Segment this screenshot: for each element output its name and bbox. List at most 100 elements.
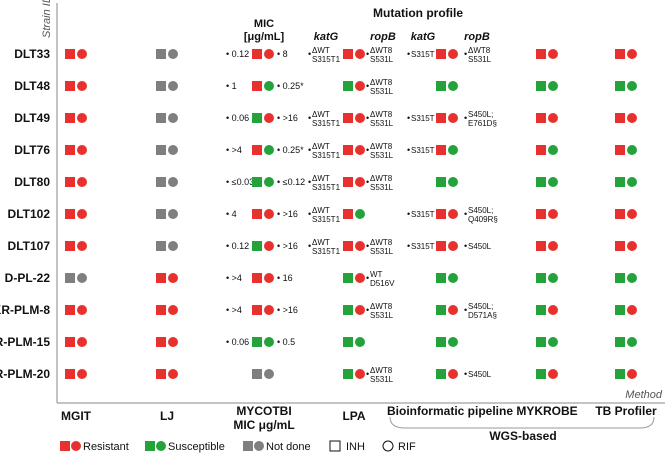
row-dlt80-mic-rif-circle — [264, 177, 274, 187]
row-dlt33-lpa-ropb-line-1: ΔWT8 — [370, 46, 393, 55]
row-dlt49-mic-inh-square — [252, 113, 262, 123]
row-dlt49-lpa-inh-square — [343, 113, 353, 123]
row-dlt107-lpa-ropb-bullet: • — [366, 241, 369, 251]
row-dlt48-mykrobe-rif-circle — [548, 81, 558, 91]
row-kr-plm-8-lj-rif-circle — [168, 305, 178, 315]
row-d-pl-22-mic-inh-value: • >4 — [226, 273, 242, 283]
row-dlt107-bio-ropb-line-1: S450L — [468, 242, 492, 251]
row-kr-plm-15-bio-rif-circle — [448, 337, 458, 347]
row-kr-plm-15-mgit-inh-square — [65, 337, 75, 347]
row-dlt49-lj-inh-square — [156, 113, 166, 123]
row-dlt107-mic-rif-circle — [264, 241, 274, 251]
row-dlt48-mic-rif-value: • 0.25* — [277, 81, 304, 91]
row-kr-plm-15-lpa-inh-square — [343, 337, 353, 347]
row-dlt107-bio-ropb-bullet: • — [464, 241, 467, 251]
row-kr-plm-15-tbprofiler-rif-circle — [627, 337, 637, 347]
row-dlt49-bio-rif-circle — [448, 113, 458, 123]
row-dlt33-mic-rif-circle — [264, 49, 274, 59]
row-kr-plm-8-mykrobe-rif-circle — [548, 305, 558, 315]
row-kr-plm-15-lj-rif-circle — [168, 337, 178, 347]
row-dlt33-mykrobe-rif-circle — [548, 49, 558, 59]
row-dlt107-mykrobe-rif-circle — [548, 241, 558, 251]
row-dlt107-lpa-katg-line-2: S315T1 — [312, 247, 341, 256]
row-dlt76-lpa-ropb-line-1: ΔWT8 — [370, 142, 393, 151]
row-dlt76-lpa-inh-square — [343, 145, 353, 155]
row-kr-plm-15-mic-rif-value: • 0.5 — [277, 337, 295, 347]
row-kr-plm-20-lpa-ropb-line-2: S531L — [370, 375, 394, 384]
row-dlt76-lpa-ropb-bullet: • — [366, 145, 369, 155]
row-dlt107-lpa-ropb-line-1: ΔWT8 — [370, 238, 393, 247]
row-dlt33-lpa-rif-circle — [355, 49, 365, 59]
row-dlt33-tbprofiler-rif-circle — [627, 49, 637, 59]
row-dlt80-strain-id: DLT80 — [14, 175, 50, 189]
row-dlt48-mgit-inh-square — [65, 81, 75, 91]
row-kr-plm-8-tbprofiler-rif-circle — [627, 305, 637, 315]
row-dlt48-lpa-ropb-line-1: ΔWT8 — [370, 78, 393, 87]
method-mycotbi: MYCOTBI — [236, 404, 291, 418]
row-dlt76-bio-katg-line-1: S315T — [411, 146, 435, 155]
row-dlt102-bio-ropb-line-1: S450L; — [468, 206, 493, 215]
method-mykrobe: MYKROBE — [516, 404, 577, 418]
legend-inh-label: INH — [346, 441, 365, 453]
row-dlt48-mic-rif-circle — [264, 81, 274, 91]
row-dlt107-mgit-rif-circle — [77, 241, 87, 251]
row-dlt102-bio-inh-square — [436, 209, 446, 219]
y-axis-label: Strain ID — [41, 0, 53, 38]
row-dlt48-tbprofiler-inh-square — [615, 81, 625, 91]
row-dlt102-lpa-inh-square — [343, 209, 353, 219]
row-kr-plm-15-mykrobe-inh-square — [536, 337, 546, 347]
row-kr-plm-15-lj-inh-square — [156, 337, 166, 347]
row-dlt107-bio-rif-circle — [448, 241, 458, 251]
row-kr-plm-20-strain-id: KR-PLM-20 — [0, 367, 50, 381]
row-kr-plm-8-tbprofiler-inh-square — [615, 305, 625, 315]
row-dlt33-mgit-rif-circle — [77, 49, 87, 59]
row-dlt80-lpa-katg-line-1: ΔWT — [312, 174, 330, 183]
legend-resistant-circle — [71, 441, 81, 451]
row-d-pl-22-mykrobe-inh-square — [536, 273, 546, 283]
row-dlt76-strain-id: DLT76 — [14, 143, 50, 157]
row-kr-plm-20-mykrobe-rif-circle — [548, 369, 558, 379]
legend-susceptible-circle — [156, 441, 166, 451]
row-dlt80-lpa-ropb-line-1: ΔWT8 — [370, 174, 393, 183]
row-dlt107-lpa-inh-square — [343, 241, 353, 251]
row-kr-plm-20-lpa-ropb-bullet: • — [366, 369, 369, 379]
row-kr-plm-8-mic-rif-circle — [264, 305, 274, 315]
method-mgit: MGIT — [61, 409, 92, 423]
row-dlt76-lpa-katg-line-1: ΔWT — [312, 142, 330, 151]
row-dlt48-mykrobe-inh-square — [536, 81, 546, 91]
row-dlt80-lpa-ropb-line-2: S531L — [370, 183, 394, 192]
row-kr-plm-8-mgit-inh-square — [65, 305, 75, 315]
row-dlt102-strain-id: DLT102 — [8, 207, 51, 221]
bio-ropb-header: ropB — [464, 31, 490, 43]
row-dlt80-tbprofiler-inh-square — [615, 177, 625, 187]
row-dlt102-lj-rif-circle — [168, 209, 178, 219]
row-kr-plm-20-bio-ropb-line-1: S450L — [468, 370, 492, 379]
row-dlt76-tbprofiler-rif-circle — [627, 145, 637, 155]
row-d-pl-22-lpa-inh-square — [343, 273, 353, 283]
row-kr-plm-20-lpa-rif-circle — [355, 369, 365, 379]
row-dlt49-lpa-katg-bullet: • — [308, 113, 311, 123]
row-kr-plm-15-mic-inh-value: • 0.06 — [226, 337, 249, 347]
row-dlt102-tbprofiler-inh-square — [615, 209, 625, 219]
row-dlt102-bio-katg-line-1: S315T — [411, 210, 435, 219]
row-dlt76-mic-inh-square — [252, 145, 262, 155]
mutation-profile-title: Mutation profile — [373, 6, 463, 20]
row-kr-plm-20-lpa-inh-square — [343, 369, 353, 379]
row-dlt80-mic-rif-value: • ≤0.12 — [277, 177, 305, 187]
row-dlt33-tbprofiler-inh-square — [615, 49, 625, 59]
row-dlt76-lj-inh-square — [156, 145, 166, 155]
row-kr-plm-8-bio-ropb-line-1: S450L; — [468, 302, 493, 311]
row-dlt48-bio-rif-circle — [448, 81, 458, 91]
row-dlt48-lj-inh-square — [156, 81, 166, 91]
row-kr-plm-8-lpa-ropb-bullet: • — [366, 305, 369, 315]
row-dlt49-bio-katg-bullet: • — [407, 113, 410, 123]
row-dlt49-lj-rif-circle — [168, 113, 178, 123]
row-kr-plm-15-bio-inh-square — [436, 337, 446, 347]
row-kr-plm-8-strain-id: KR-PLM-8 — [0, 303, 50, 317]
row-dlt107-strain-id: DLT107 — [8, 239, 51, 253]
row-dlt49-tbprofiler-rif-circle — [627, 113, 637, 123]
row-dlt80-lpa-katg-bullet: • — [308, 177, 311, 187]
row-dlt102-bio-ropb-line-2: Q409R§ — [468, 215, 498, 224]
row-kr-plm-20-mykrobe-inh-square — [536, 369, 546, 379]
row-kr-plm-8-lpa-inh-square — [343, 305, 353, 315]
